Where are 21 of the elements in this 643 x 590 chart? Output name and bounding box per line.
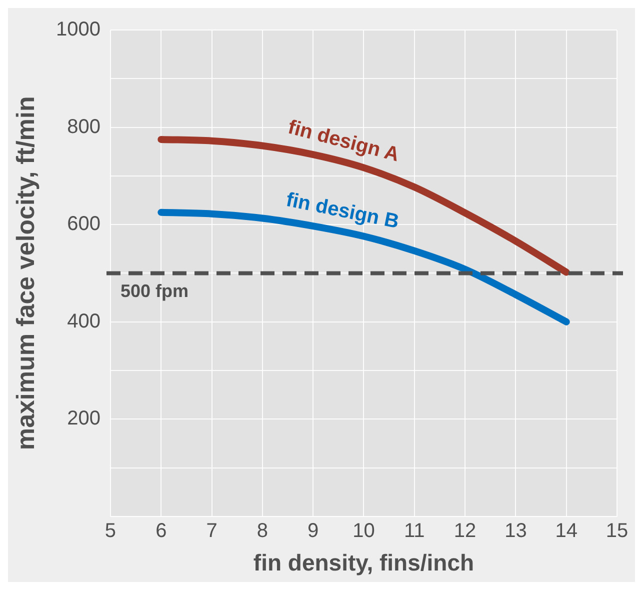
- x-tick-label: 12: [454, 520, 476, 542]
- x-tick-label: 13: [504, 520, 527, 542]
- y-tick-label: 600: [67, 213, 100, 236]
- y-axis-title: maximum face velocity, ft/min: [12, 96, 40, 450]
- y-tick-label: 800: [67, 116, 100, 138]
- x-axis-title: fin density, fins/inch: [253, 550, 474, 576]
- ref-line-label: 500 fpm: [120, 281, 189, 302]
- text: fin design A: [286, 116, 402, 166]
- x-tick-label: 11: [404, 520, 425, 542]
- x-tick-label: 15: [606, 520, 628, 542]
- x-tick-label: 10: [352, 520, 375, 542]
- x-tick-label: 5: [104, 520, 116, 542]
- y-tick-label: 1000: [56, 18, 100, 41]
- text: fin design B: [284, 188, 401, 234]
- y-tick-label: 400: [67, 310, 100, 332]
- x-tick-label: 6: [156, 520, 167, 542]
- x-tick-label: 14: [555, 520, 578, 542]
- x-tick-label: 9: [308, 520, 319, 542]
- x-tick-label: 8: [256, 520, 268, 542]
- y-tick-label: 200: [67, 408, 100, 430]
- x-tick-label: 7: [206, 520, 218, 542]
